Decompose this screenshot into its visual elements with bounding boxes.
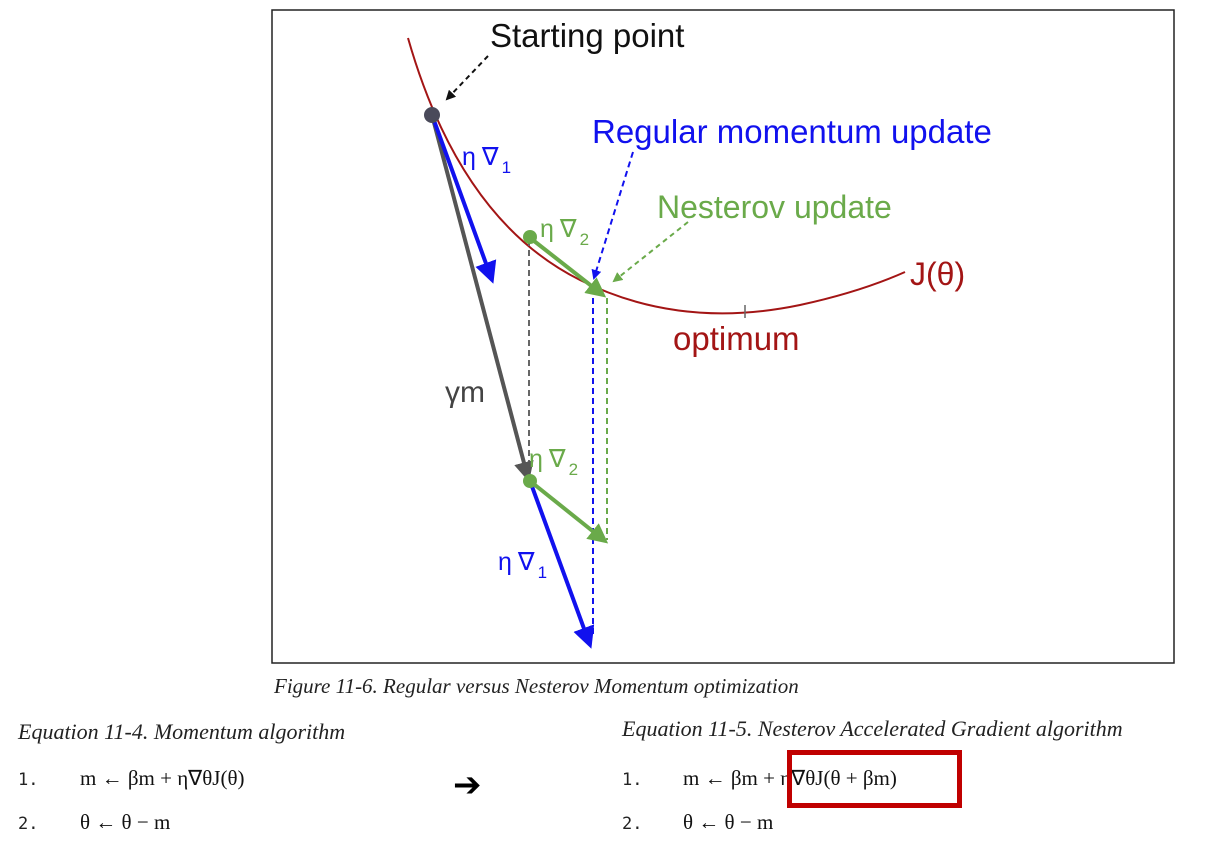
diagram-frame [271, 9, 1175, 664]
lookahead-point-dot-bottom [523, 474, 537, 488]
transition-arrow-icon: ➔ [453, 765, 482, 805]
subscript-1: 1 [538, 563, 547, 582]
momentum-equation-title: Equation 11-4. Momentum algorithm [18, 719, 346, 744]
eta-symbol: η [529, 445, 543, 473]
subscript-1: 1 [502, 158, 511, 177]
starting-point-pointer [445, 55, 489, 101]
nesterov-line2-number: 2. [622, 814, 643, 834]
eta-symbol: η [540, 215, 554, 243]
starting-point-dot [424, 107, 440, 123]
eta-symbol: η [498, 548, 512, 576]
nabla-symbol: ∇ [517, 548, 535, 576]
eta-grad2-arrow-top [527, 235, 607, 298]
subscript-2: 2 [580, 230, 589, 249]
nesterov-update-pointer [612, 221, 689, 283]
starting-point-label: Starting point [490, 17, 684, 54]
eta-grad1-arrow-bottom [528, 480, 595, 649]
eta-symbol: η [462, 143, 476, 171]
regular-update-pointer [591, 151, 634, 280]
eta-grad1-arrow-top [430, 114, 497, 284]
eta-grad2-label-top: η ∇ 2 [540, 215, 589, 249]
regular-update-label: Regular momentum update [592, 113, 992, 150]
eta-grad1-label-top: η ∇ 1 [462, 143, 511, 177]
optimum-label: optimum [673, 320, 800, 357]
momentum-line2-expr: θ ← θ − m [80, 810, 171, 834]
eta-grad1-label-bottom: η ∇ 1 [498, 548, 547, 582]
nesterov-line1-number: 1. [622, 770, 643, 790]
nesterov-equation-title: Equation 11-5. Nesterov Accelerated Grad… [622, 716, 1123, 741]
lookahead-point-dot-top [523, 230, 537, 244]
figure-caption: Figure 11-6. Regular versus Nesterov Mom… [274, 674, 799, 698]
subscript-2: 2 [569, 460, 578, 479]
nesterov-line2-expr: θ ← θ − m [683, 810, 774, 834]
momentum-line1-expr: m ← βm + η∇θJ(θ) [80, 766, 245, 790]
gamma-m-label: γm [445, 376, 485, 409]
momentum-line1-number: 1. [18, 770, 39, 790]
eta-grad2-arrow-bottom [528, 479, 609, 544]
nabla-symbol: ∇ [481, 143, 499, 171]
nabla-symbol: ∇ [559, 215, 577, 243]
cost-curve [407, 37, 906, 315]
gamma-m-arrow [430, 114, 534, 482]
eta-grad2-label-bottom: η ∇ 2 [529, 445, 578, 479]
nesterov-update-label: Nesterov update [657, 189, 892, 225]
cost-label: J(θ) [910, 256, 965, 292]
nabla-symbol: ∇ [548, 445, 566, 473]
momentum-line2-number: 2. [18, 814, 39, 834]
lookahead-gradient-highlight [787, 750, 962, 808]
